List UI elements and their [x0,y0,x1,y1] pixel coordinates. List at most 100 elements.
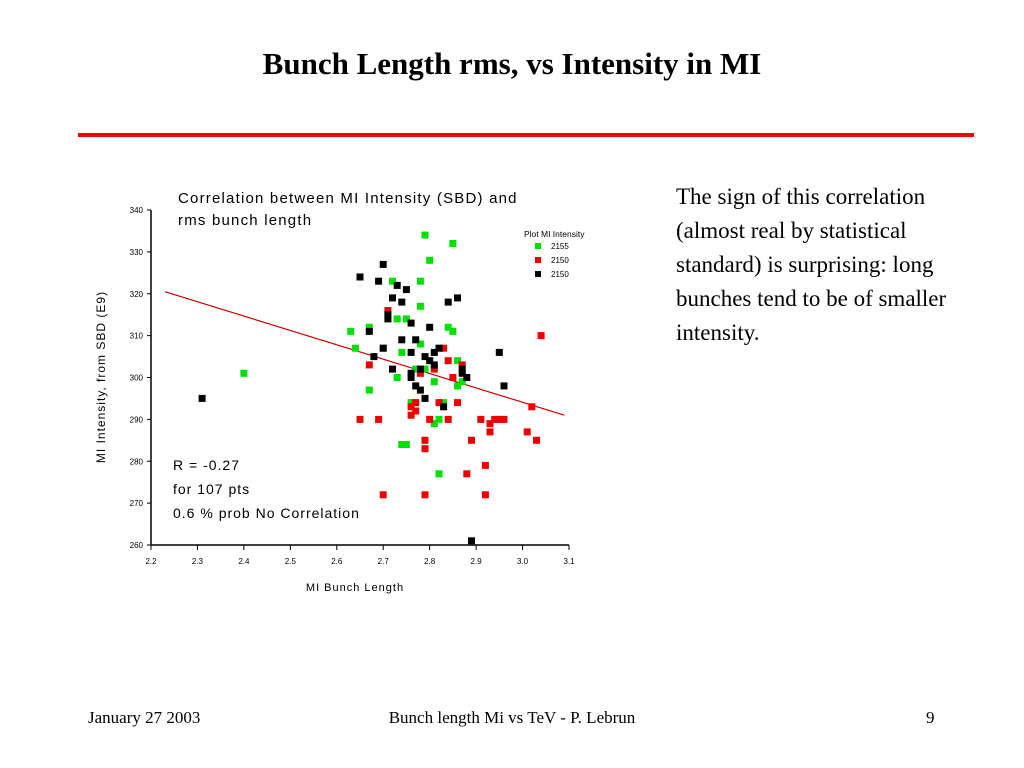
legend-label: 2150 [551,256,569,265]
y-tick-label: 260 [130,541,144,550]
data-point-series-2 [379,491,387,499]
x-tick-label: 3.0 [517,557,529,566]
data-point-series-3 [444,298,452,306]
data-point-series-1 [240,369,248,377]
data-point-series-1 [416,277,424,285]
data-point-series-2 [463,470,471,478]
data-point-series-3 [379,260,387,268]
data-points [198,231,545,545]
data-point-series-1 [347,327,355,335]
x-tick-label: 2.6 [331,557,343,566]
data-point-series-2 [486,420,494,428]
data-point-series-2 [384,307,392,314]
data-point-series-2 [454,399,461,407]
legend-label: 2150 [551,270,569,279]
data-point-series-3 [356,273,364,281]
y-tick-label: 270 [130,499,144,508]
x-tick-label: 2.9 [471,557,483,566]
data-point-series-1 [458,378,466,386]
data-point-series-3 [407,319,415,327]
data-point-series-2 [500,415,508,423]
data-point-series-1 [454,382,461,390]
data-point-series-3 [389,365,396,373]
chart-title: Correlation between MI Intensity (SBD) a… [178,190,523,229]
data-point-series-3 [375,277,383,285]
data-point-series-1 [449,327,457,335]
data-point-series-1 [430,378,438,386]
data-point-series-1 [402,315,410,323]
data-point-series-3 [412,382,420,390]
data-point-series-3 [495,348,503,356]
x-tick-label: 2.2 [145,557,157,566]
legend-marker [535,257,541,263]
x-tick-label: 2.3 [192,557,204,566]
annotation-r: R = -0.27 [173,457,240,473]
data-point-series-3 [407,348,415,356]
data-point-series-1 [426,256,434,264]
data-point-series-3 [430,348,438,356]
data-point-series-1 [402,441,410,448]
data-point-series-3 [384,311,392,319]
data-point-series-1 [454,357,461,365]
data-point-series-3 [468,537,475,545]
legend-title: Plot MI Intensity [524,229,585,239]
data-point-series-3 [463,374,471,381]
data-point-series-2 [495,415,503,423]
data-point-series-2 [449,374,457,381]
side-note: The sign of this correlation (almost rea… [676,184,947,345]
data-point-series-3 [407,369,415,377]
data-point-series-2 [412,407,420,415]
data-point-series-2 [375,415,383,423]
data-point-series-2 [412,399,420,407]
x-ticks: 2.2 2.3 2.4 2.5 2.6 2.7 2.8 2.9 3.0 3.1 [145,545,575,566]
data-point-series-1 [393,315,401,323]
data-point-series-3 [421,394,429,402]
data-point-series-3 [435,344,443,352]
y-axis-label: MI Intensity, from SBD (E9) [94,291,108,463]
data-point-series-1 [351,344,359,352]
data-point-series-2 [407,403,415,411]
x-tick-label: 2.8 [424,557,436,566]
data-point-series-3 [426,357,434,365]
data-point-series-2 [477,415,485,423]
data-point-series-3 [402,286,410,294]
data-point-series-2 [528,403,536,411]
y-tick-label: 310 [130,332,144,341]
x-tick-label: 3.1 [563,557,575,566]
data-point-series-3 [500,382,508,390]
data-point-series-1 [393,374,401,381]
data-point-series-2 [537,332,545,340]
data-point-series-1 [365,386,373,394]
data-point-series-1 [412,365,420,373]
data-point-series-3 [416,365,424,373]
data-point-series-2 [426,415,434,423]
legend-label: 2155 [551,242,569,251]
data-point-series-3 [407,374,415,381]
data-point-series-1 [365,323,373,331]
x-tick-label: 2.4 [238,557,250,566]
annotation-count: for 107 pts [173,481,250,497]
footer-date: January 27 2003 [88,708,201,727]
chart-title-line-1: Correlation between MI Intensity (SBD) a… [178,190,518,207]
data-point-series-3 [398,298,406,306]
data-point-series-3 [454,294,461,302]
data-point-series-2 [468,436,475,444]
data-point-series-3 [412,336,420,344]
data-point-series-3 [430,361,438,369]
data-point-series-2 [407,411,415,419]
legend-items: 2155 2150 2150 [535,242,569,279]
data-point-series-2 [356,415,364,423]
data-point-series-2 [430,365,438,373]
data-point-series-2 [458,361,466,369]
data-point-series-3 [458,369,466,377]
y-tick-label: 280 [130,457,144,466]
data-point-series-2 [491,415,499,423]
data-point-series-2 [440,344,448,352]
data-point-series-3 [416,386,424,394]
data-point-series-3 [379,344,387,352]
footer-center: Bunch length Mi vs TeV - P. Lebrun [388,708,636,727]
data-point-series-1 [416,302,424,310]
data-point-series-2 [421,445,429,453]
x-tick-label: 2.5 [285,557,297,566]
page-number: 9 [926,708,935,727]
